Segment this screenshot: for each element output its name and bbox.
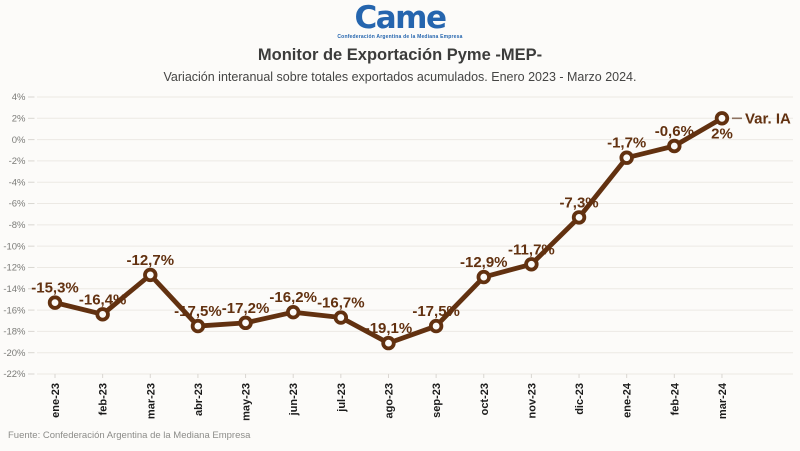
x-axis-label: ago-23 <box>383 383 395 418</box>
data-point-label: -7,3% <box>559 194 598 211</box>
source-note: Fuente: Confederación Argentina de la Me… <box>8 430 251 441</box>
x-axis-label: ene-23 <box>50 383 62 418</box>
x-axis-label: feb-23 <box>98 383 110 415</box>
data-point-marker <box>476 269 491 285</box>
x-axis-label: dic-23 <box>574 383 586 415</box>
data-point-marker <box>95 307 110 322</box>
y-tick-label: -12% <box>3 263 26 274</box>
x-axis-label: abr-23 <box>193 383 205 416</box>
data-point-marker <box>333 310 349 325</box>
data-point-label: 2% <box>711 125 733 142</box>
data-point-marker <box>286 305 301 320</box>
data-point-marker <box>619 150 634 165</box>
page-subtitle: Variación interanual sobre totales expor… <box>163 70 637 84</box>
x-axis-label: oct-23 <box>479 383 491 415</box>
page-title: Monitor de Exportación Pyme -MEP- <box>257 46 543 64</box>
data-point-label: -17,5% <box>174 303 222 320</box>
data-point-label: -12,9% <box>460 254 508 271</box>
y-tick-label: -2% <box>9 156 26 167</box>
data-point-label: -16,4% <box>79 291 127 308</box>
y-tick-label: -22% <box>3 369 26 380</box>
y-tick-label: -8% <box>9 220 26 231</box>
data-point-label: -1,7% <box>607 135 646 152</box>
x-axis-label: nov-23 <box>526 383 538 418</box>
data-point-label: -0,6% <box>655 123 694 140</box>
y-tick-label: -18% <box>3 327 26 338</box>
data-point-label: -17,5% <box>412 303 460 320</box>
x-axis-label: mar-24 <box>717 382 729 419</box>
line-chart-svg: 4% 2% 0% -2% -4% -6% -8% -10% -12% -14% -16% -18% -2… <box>3 92 793 421</box>
data-point-marker <box>571 210 587 225</box>
data-point-label: -15,3% <box>31 280 79 297</box>
x-axis-label: feb-24 <box>669 382 681 415</box>
trend-line <box>52 115 725 346</box>
header: Came Confederación Argentina de la Media… <box>0 0 800 85</box>
data-point-marker <box>667 138 682 154</box>
data-point-label: -17,2% <box>222 300 270 317</box>
y-tick-label: -6% <box>9 199 26 210</box>
data-point-marker <box>714 111 730 126</box>
came-logo: Came Confederación Argentina de la Media… <box>0 0 800 40</box>
x-axis-label: ene-24 <box>622 382 634 418</box>
y-tick-label: 4% <box>12 92 26 103</box>
y-tick-label: -4% <box>9 177 26 188</box>
line-chart: 4% 2% 0% -2% -4% -6% -8% -10% -12% -14% -16% -18% -2… <box>0 86 800 431</box>
data-point-marker <box>238 315 253 331</box>
y-tick-label: -10% <box>3 241 26 252</box>
data-point-marker <box>524 257 539 272</box>
data-point-marker <box>47 295 63 310</box>
y-tick-label: -20% <box>3 348 26 359</box>
came-logo-text: Came <box>354 0 448 36</box>
data-point-label: -12,7% <box>127 252 175 269</box>
came-logo-subtext: Confederación Argentina de la Mediana Em… <box>337 34 463 40</box>
legend-label: Var. IA <box>745 110 791 127</box>
data-point-label: -11,7% <box>508 241 555 258</box>
data-point-label: -19,1% <box>365 320 413 337</box>
data-point-marker <box>143 267 158 283</box>
x-axis-label: jun-23 <box>288 383 300 416</box>
data-point-label: -16,2% <box>269 289 317 306</box>
data-point-marker <box>428 318 444 334</box>
y-tick-label: -16% <box>3 305 26 316</box>
y-tick-label: 2% <box>12 114 26 125</box>
data-point-label: -16,7% <box>317 295 365 312</box>
x-axis-label: may-23 <box>241 383 253 421</box>
y-tick-label: 0% <box>12 135 26 146</box>
x-axis-label: mar-23 <box>145 383 157 419</box>
y-tick-label: -14% <box>3 284 26 295</box>
data-point-marker <box>381 335 396 351</box>
x-axis-label: jul-23 <box>336 383 348 413</box>
x-axis-label: sep-23 <box>431 383 443 418</box>
data-point-marker <box>190 318 206 334</box>
